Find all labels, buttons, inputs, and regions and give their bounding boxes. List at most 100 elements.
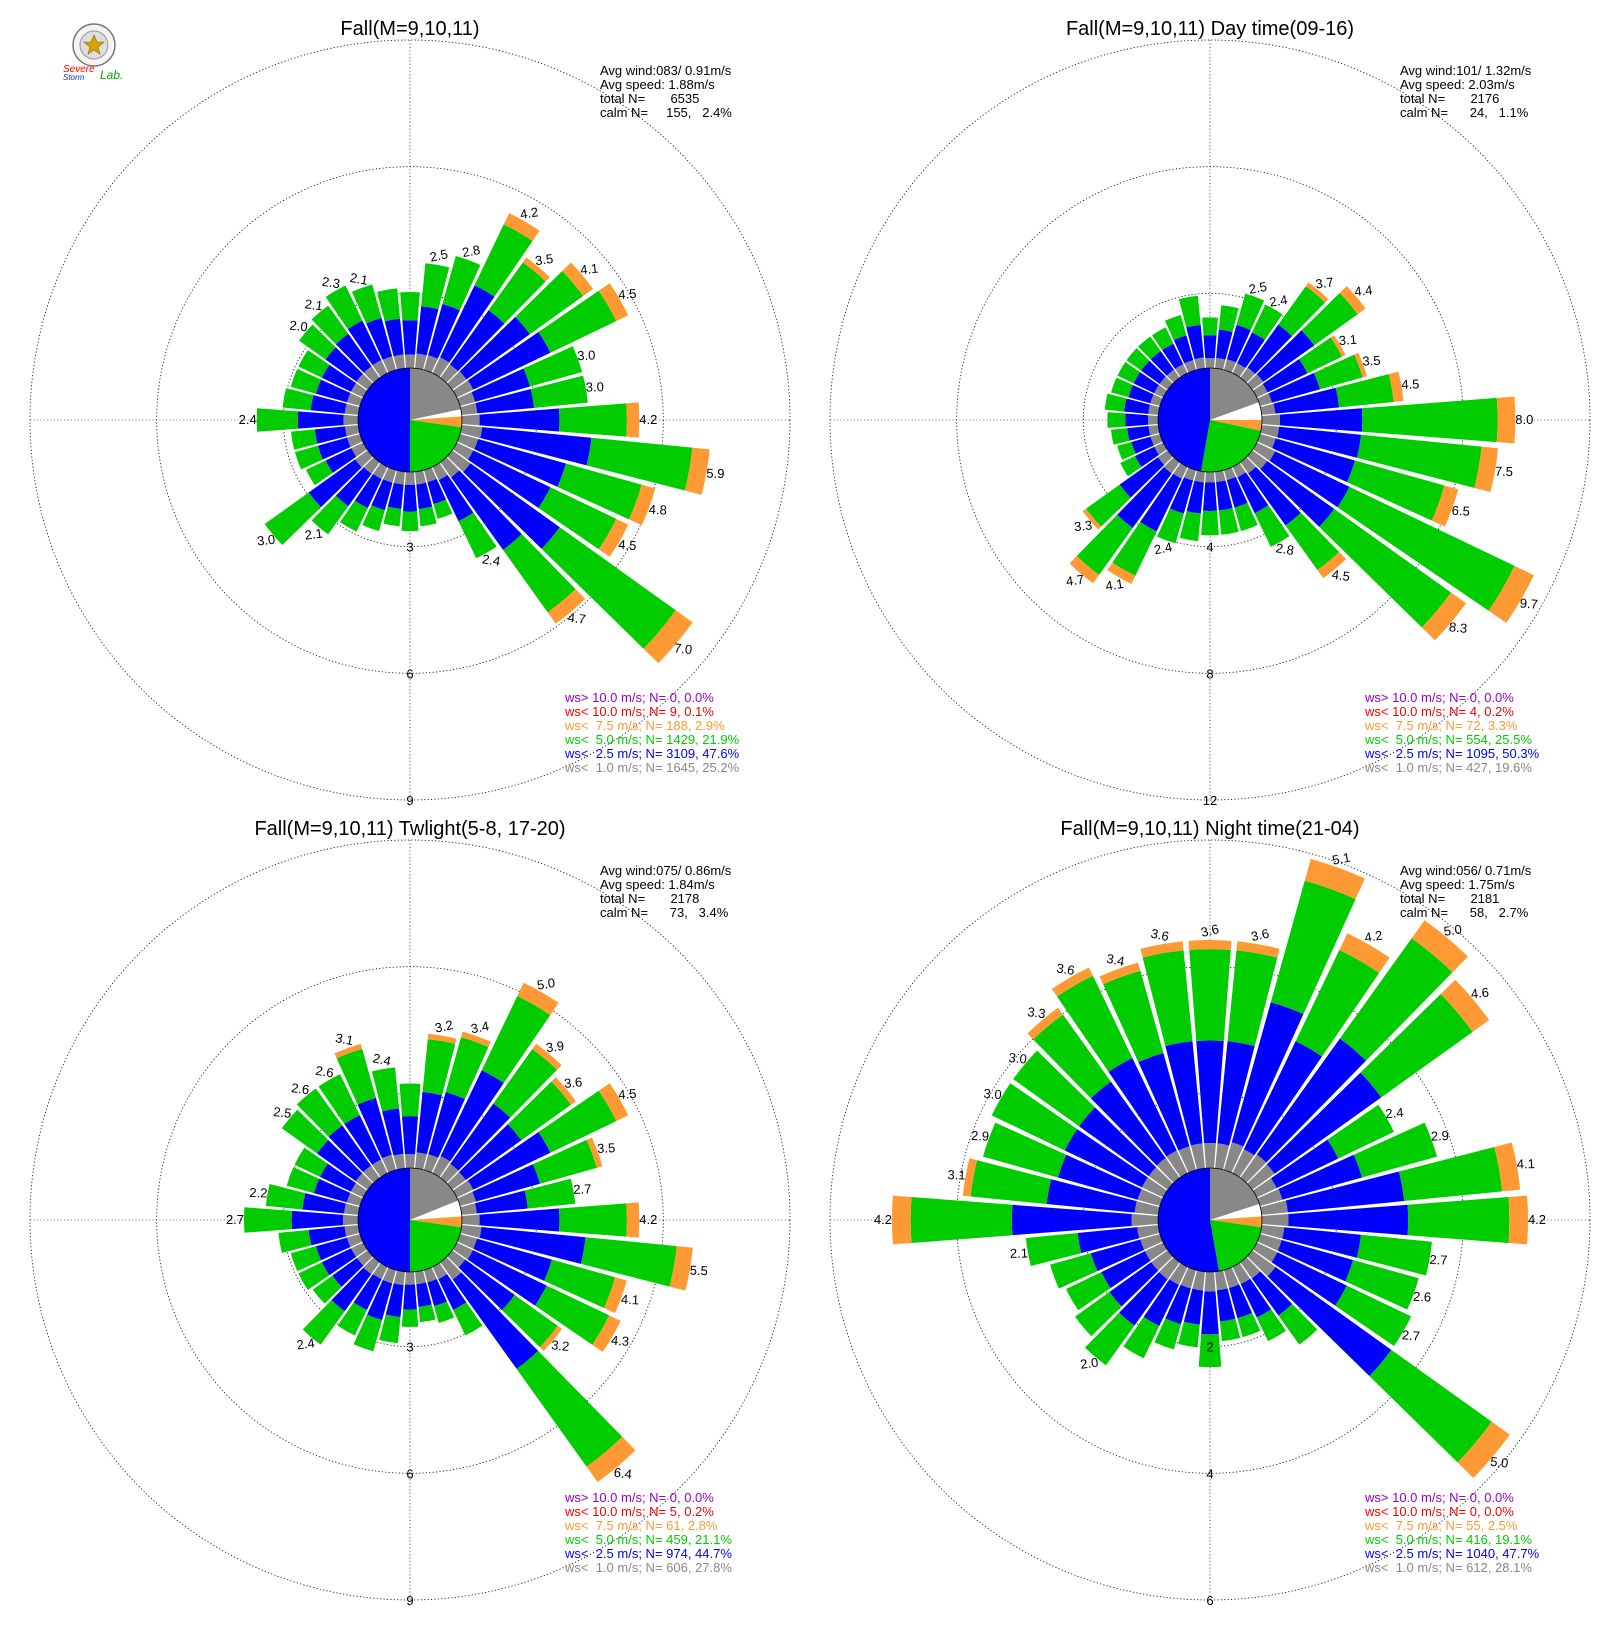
spoke-label: 3.7	[1315, 274, 1335, 291]
spoke-label: 7.0	[673, 640, 693, 657]
spoke-label: 4.5	[1401, 376, 1419, 391]
legend-entry: ws< 10.0 m/s; N= 0, 0.0%	[1364, 1504, 1514, 1519]
spoke-segment-green	[1319, 508, 1452, 628]
spoke-segment-green	[296, 1088, 343, 1137]
spoke-segment-green	[1270, 880, 1356, 1015]
spoke-segment-orange	[1508, 1195, 1528, 1245]
spoke-segment-orange	[626, 402, 640, 438]
spoke-segment-orange	[1188, 940, 1232, 950]
ring-label: 3	[406, 540, 413, 555]
logo-text-storm: Storm	[63, 73, 85, 82]
legend-entry: ws< 10.0 m/s; N= 9, 0.1%	[564, 704, 714, 719]
spoke-segment-blue	[1266, 1072, 1382, 1174]
spoke-segment-gray	[1154, 442, 1168, 455]
panel-title: Fall(M=9,10,11)	[340, 18, 479, 40]
spoke-segment-blue	[1077, 1227, 1140, 1254]
spoke-segment-blue	[1216, 329, 1233, 360]
pie-slice-green	[1200, 420, 1261, 472]
spoke-segment-gray	[1215, 1143, 1230, 1170]
spoke-segment-blue	[450, 1103, 511, 1171]
spoke-segment-orange	[503, 213, 540, 242]
spoke-label: 5.0	[536, 975, 556, 993]
spoke-label: 2.8	[461, 242, 482, 260]
spoke-segment-gray	[460, 425, 483, 439]
spoke-segment-orange	[522, 257, 550, 282]
spoke-segment-gray	[404, 1154, 416, 1169]
spoke-segment-green	[481, 996, 551, 1084]
spoke-segment-green	[1086, 484, 1131, 527]
spoke-segment-blue	[1109, 1262, 1159, 1307]
spoke-segment-green	[523, 346, 583, 387]
spoke-label: 2.4	[239, 412, 257, 427]
spoke-segment-green	[1278, 286, 1326, 337]
spoke-segment-gray	[1205, 471, 1215, 483]
pie-slice-orange	[410, 1216, 462, 1228]
stat-line: Avg wind:101/ 1.32m/s	[1400, 63, 1532, 78]
ring-label: 9	[406, 793, 413, 808]
spoke-segment-orange	[1488, 565, 1534, 623]
spoke-segment-blue	[463, 463, 560, 549]
spoke-segment-green	[1050, 1253, 1098, 1289]
spoke-segment-green	[433, 499, 453, 519]
windrose-panel-4: Fall(M=9,10,11) Night time(21-04) 3.6 3.6 5…	[829, 818, 1591, 1608]
spoke-label: 9.7	[1519, 595, 1538, 611]
spoke-segment-orange	[1411, 920, 1468, 973]
spoke-segment-green	[1237, 1312, 1261, 1338]
spoke-label: 2.7	[1401, 1327, 1420, 1343]
pie-outline	[357, 1167, 463, 1273]
ring-label: 4	[1206, 1466, 1213, 1481]
spoke-segment-gray	[447, 1250, 466, 1268]
spoke-segment-gray	[356, 1250, 373, 1266]
spoke-label: 2.9	[1430, 1128, 1449, 1144]
spoke-segment-orange	[551, 1077, 576, 1105]
spoke-segment-green	[559, 1203, 627, 1237]
spoke-label: 2.9	[971, 1128, 990, 1144]
spoke-segment-green	[1361, 397, 1498, 443]
spoke-segment-blue	[416, 306, 439, 356]
spoke-segment-green	[421, 263, 450, 310]
spoke-segment-gray	[350, 383, 368, 398]
spoke-segment-gray	[1257, 1233, 1282, 1251]
spoke-segment-blue	[458, 1259, 515, 1311]
spoke-label: 3.1	[947, 1167, 965, 1182]
spoke-segment-gray	[423, 1154, 439, 1173]
spoke-segment-gray	[1261, 1213, 1289, 1227]
spoke-segment-orange	[891, 1195, 912, 1245]
windrose-panel-3: Fall(M=9,10,11) Twlight(5-8, 17-20)3.2 3.…	[29, 818, 791, 1608]
ring-label: 2	[1206, 1340, 1213, 1355]
spoke-segment-green	[291, 429, 318, 450]
spoke-segment-green	[1201, 510, 1219, 536]
spoke-segment-green	[983, 1122, 1067, 1178]
ring-label: 3	[406, 1340, 413, 1355]
spoke-segment-gray	[1260, 1200, 1288, 1215]
spoke-segment-gray	[1205, 358, 1215, 369]
spoke-segment-gray	[1260, 425, 1280, 438]
spoke-segment-blue	[1196, 1040, 1224, 1144]
spoke-segment-orange	[532, 1043, 562, 1070]
spoke-segment-green	[325, 285, 363, 330]
spoke-label: 2.8	[1275, 540, 1295, 558]
spoke-segment-orange	[427, 1033, 457, 1045]
spoke-segment-orange	[586, 1137, 603, 1168]
spoke-segment-blue	[1165, 1284, 1191, 1325]
legend-entry: ws> 10.0 m/s; N= 0, 0.0%	[1364, 1490, 1514, 1505]
spoke-segment-gray	[346, 392, 363, 407]
spoke-segment-blue	[354, 473, 382, 509]
spoke-segment-blue	[331, 1267, 372, 1312]
spoke-segment-blue	[1127, 426, 1151, 441]
spoke-segment-gray	[1194, 357, 1205, 370]
spoke-segment-green	[362, 505, 385, 532]
spoke-segment-gray	[432, 462, 448, 481]
spoke-segment-gray	[356, 373, 373, 390]
spoke-segment-orange	[547, 589, 586, 624]
spoke-segment-blue	[317, 1140, 363, 1182]
spoke-segment-green	[418, 506, 437, 527]
ring-label: 6	[406, 1466, 413, 1481]
spoke-segment-orange	[1440, 979, 1490, 1033]
legend-entry: ws< 7.5 m/s; N= 61, 2.8%	[564, 1518, 718, 1533]
spoke-segment-gray	[1215, 1270, 1228, 1291]
spoke-segment-blue	[1119, 457, 1165, 498]
spoke-segment-blue	[1201, 1291, 1219, 1335]
spoke-segment-blue	[366, 317, 393, 360]
spoke-label: 4.2	[519, 204, 539, 222]
